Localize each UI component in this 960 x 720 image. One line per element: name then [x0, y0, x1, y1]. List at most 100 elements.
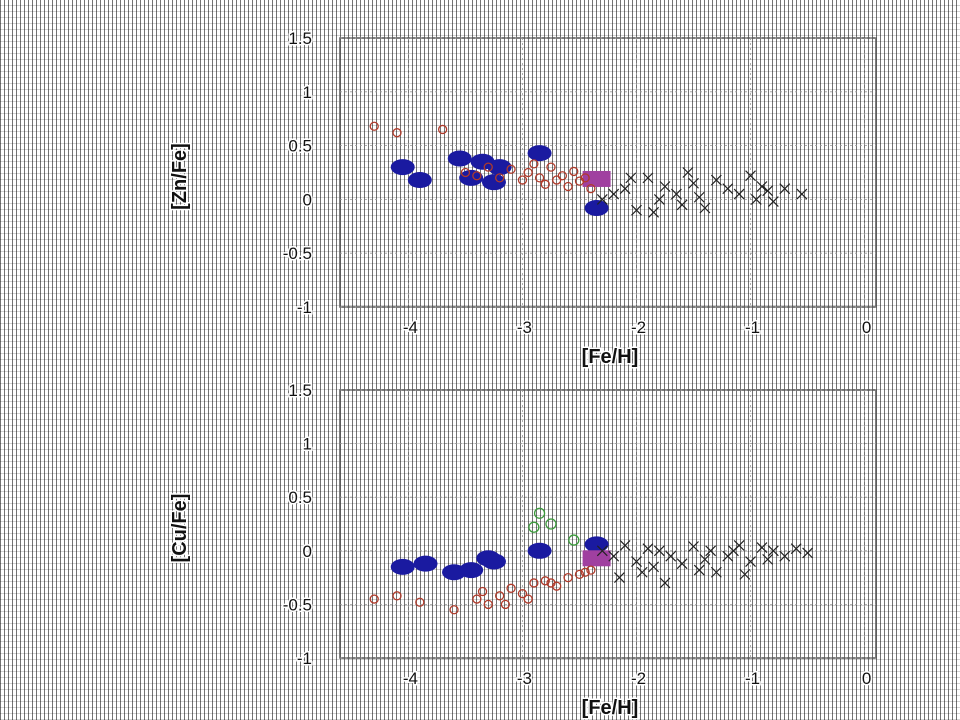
data-point-open-circle	[483, 599, 493, 610]
data-point-open-circle	[517, 589, 528, 599]
data-point-open-circle	[495, 173, 505, 183]
x-tick-label: -1	[745, 669, 760, 688]
data-point-open-circle	[449, 605, 459, 615]
data-point-open-circle	[500, 599, 511, 610]
x-tick-label: 0	[862, 318, 871, 337]
y-tick-label: 0	[303, 542, 312, 561]
data-point-cross	[642, 543, 654, 555]
data-point-filled-circle	[584, 200, 609, 217]
data-point-open-green	[568, 534, 580, 546]
data-point-cross	[767, 196, 779, 207]
data-point-open-green	[545, 518, 557, 530]
y-tick-label: 1.5	[288, 29, 312, 48]
data-point-cross	[710, 566, 722, 578]
data-point-cross	[682, 167, 694, 178]
data-point-open-circle	[529, 578, 539, 588]
data-point-cross	[739, 568, 751, 580]
data-point-cross	[722, 183, 734, 195]
data-point-open-circle	[392, 128, 402, 138]
data-point-open-circle	[472, 594, 482, 604]
data-point-cross	[659, 181, 671, 192]
data-point-cross	[762, 185, 774, 197]
data-point-filled-circle	[413, 555, 438, 572]
y-tick-label: 1	[303, 435, 312, 454]
data-point-cross	[767, 545, 779, 557]
y-tick-label: -0.5	[283, 595, 312, 614]
data-point-cross	[733, 188, 745, 200]
data-point-cross	[665, 550, 677, 562]
data-point-cross	[619, 183, 631, 195]
data-point-open-circle	[523, 167, 533, 178]
data-point-cross	[659, 577, 671, 589]
data-point-open-circle	[546, 162, 556, 172]
x-tick-label: 0	[862, 669, 871, 688]
x-tick-label: -1	[745, 318, 760, 337]
zn-fe-panel: -4 -3 -2 -1 0 1.5 1 0.5 0 -0.5 -1 [Fe/H] [Zn/Fe]	[168, 28, 877, 370]
y-tick-label: 1.5	[288, 381, 312, 400]
data-point-filled-circle	[527, 542, 552, 559]
data-point-cross	[728, 545, 739, 557]
data-point-cross	[802, 547, 813, 559]
data-point-open-circle	[506, 583, 516, 593]
x-tick-label: -4	[403, 318, 418, 337]
data-point-open-green	[533, 507, 546, 519]
data-point-cross	[653, 193, 665, 205]
data-point-open-circle	[552, 175, 562, 185]
data-point-open-circle	[506, 164, 516, 174]
data-point-filled-circle	[459, 169, 484, 186]
y-tick-label: -0.5	[283, 244, 312, 263]
data-point-cross	[790, 543, 802, 555]
data-point-filled-circle	[584, 536, 609, 553]
data-point-filled-circle	[407, 172, 432, 189]
data-point-cross	[688, 177, 699, 189]
data-point-cross	[625, 172, 637, 184]
data-point-cross	[608, 188, 620, 200]
x-tick-label: -2	[631, 318, 646, 337]
data-point-cross	[648, 561, 660, 573]
data-point-cross	[745, 556, 756, 567]
data-point-cross	[710, 174, 722, 186]
data-point-open-circle	[546, 578, 556, 588]
x-tick-label: -2	[631, 669, 646, 688]
data-point-cross	[642, 172, 654, 184]
data-point-square	[582, 550, 611, 567]
data-point-cross	[699, 202, 711, 214]
data-point-open-circle	[574, 569, 585, 580]
data-point-open-circle	[523, 594, 533, 604]
x-axis-label: [Fe/H]	[582, 697, 639, 719]
data-point-cross	[745, 170, 756, 182]
data-point-filled-circle	[487, 159, 512, 176]
data-point-cross	[596, 545, 608, 557]
data-point-open-green	[528, 521, 540, 533]
data-point-open-circle	[483, 162, 493, 172]
data-point-open-circle	[580, 567, 590, 577]
data-point-cross	[613, 572, 625, 584]
data-point-open-circle	[517, 175, 528, 185]
data-point-cross	[653, 545, 665, 557]
data-point-open-circle	[415, 597, 425, 607]
data-point-open-circle	[540, 576, 550, 586]
data-point-open-circle	[529, 159, 539, 169]
data-point-cross	[756, 181, 768, 192]
y-tick-label: 0.5	[288, 137, 312, 156]
data-point-filled-circle	[447, 150, 472, 167]
data-point-open-circle	[563, 181, 573, 192]
data-point-open-circle	[534, 173, 545, 183]
data-point-cross	[631, 204, 642, 216]
data-point-cross	[762, 553, 774, 565]
data-point-filled-circle	[390, 558, 415, 575]
data-point-cross	[631, 556, 642, 567]
data-point-cross	[596, 193, 608, 205]
data-point-filled-circle	[527, 145, 552, 162]
data-point-cross	[648, 206, 660, 218]
data-point-open-circle	[580, 173, 590, 183]
data-point-cross	[676, 558, 688, 570]
x-tick-label: -3	[517, 318, 532, 337]
data-point-cross	[671, 188, 682, 200]
data-point-filled-circle	[459, 562, 484, 579]
data-point-open-circle	[586, 183, 596, 194]
data-point-cross	[619, 540, 631, 551]
data-point-cross	[608, 550, 620, 562]
y-tick-label: 1	[303, 83, 312, 102]
